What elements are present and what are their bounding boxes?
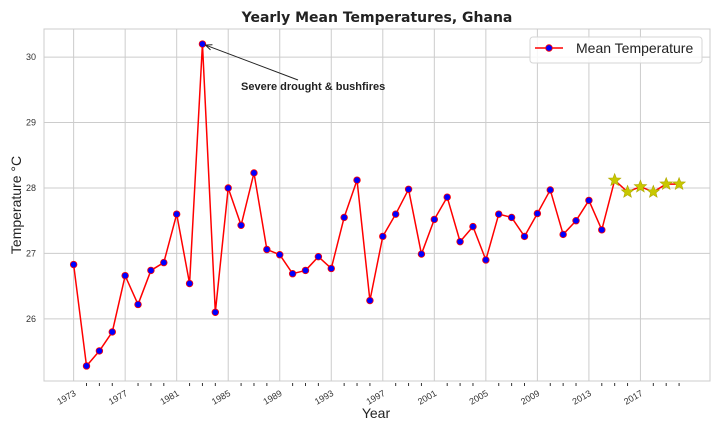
y-tick-label: 27	[26, 248, 36, 258]
data-point	[353, 176, 361, 184]
annotation-arrow	[205, 44, 299, 81]
data-point	[456, 237, 464, 246]
y-axis: 26 27 28 29 30	[26, 52, 36, 324]
data-point	[404, 185, 413, 193]
legend-label: Mean Temperature	[576, 40, 693, 56]
data-point	[443, 193, 451, 201]
data-point	[598, 226, 606, 234]
data-point	[263, 245, 271, 254]
data-point	[69, 260, 78, 269]
data-point-star	[672, 176, 687, 190]
data-point	[108, 328, 116, 336]
legend-box	[529, 36, 703, 64]
data-point	[147, 266, 155, 275]
legend-marker-swatch	[545, 44, 553, 52]
data-point	[172, 210, 181, 218]
data-point	[237, 221, 245, 229]
y-tick-label: 29	[26, 118, 36, 128]
data-point-star	[646, 184, 661, 198]
data-point	[95, 347, 104, 355]
y-tick-label: 26	[26, 314, 36, 324]
data-point	[546, 186, 554, 194]
data-point-star	[633, 179, 648, 193]
data-point-star	[620, 184, 635, 198]
data-point	[301, 266, 310, 275]
data-point	[340, 213, 348, 222]
y-tick-label: 28	[26, 183, 36, 193]
data-point-star	[607, 172, 622, 187]
data-point	[314, 252, 323, 261]
annotation-arrowhead	[204, 44, 213, 51]
annotation: Severe drought & bushfires	[204, 44, 385, 93]
chart-title: Yearly Mean Temperatures, Ghana	[241, 10, 513, 26]
y-axis-label: Temperature °C	[8, 156, 24, 254]
data-point	[288, 269, 297, 278]
data-point	[391, 210, 400, 218]
data-point	[507, 213, 516, 222]
data-point	[520, 232, 529, 241]
annotation-text: Severe drought & bushfires	[241, 81, 385, 93]
data-point	[211, 308, 220, 317]
data-point	[366, 296, 374, 305]
data-point	[469, 222, 477, 231]
data-point	[250, 169, 258, 177]
data-point	[495, 210, 503, 218]
data-point	[482, 256, 490, 264]
grid-lines	[44, 29, 710, 381]
plot-frame	[43, 28, 711, 382]
data-point	[185, 279, 194, 288]
y-tick-label: 30	[26, 52, 36, 62]
series-mean-temperature	[69, 40, 687, 370]
data-point	[121, 271, 129, 280]
data-point	[276, 251, 284, 259]
data-point	[559, 230, 567, 239]
data-point	[198, 40, 207, 48]
data-point	[585, 196, 593, 205]
x-axis-label: Year	[362, 405, 391, 421]
data-point	[533, 209, 542, 218]
data-point	[82, 362, 91, 370]
data-point	[134, 300, 142, 309]
series-line	[72, 43, 680, 367]
data-point	[379, 232, 387, 241]
data-point	[160, 258, 168, 267]
data-point	[224, 184, 232, 192]
data-point	[572, 217, 580, 225]
data-point-star	[659, 176, 674, 190]
data-point	[417, 250, 426, 258]
data-point	[430, 215, 439, 224]
data-point	[327, 264, 335, 273]
legend: Mean Temperature	[529, 36, 703, 64]
